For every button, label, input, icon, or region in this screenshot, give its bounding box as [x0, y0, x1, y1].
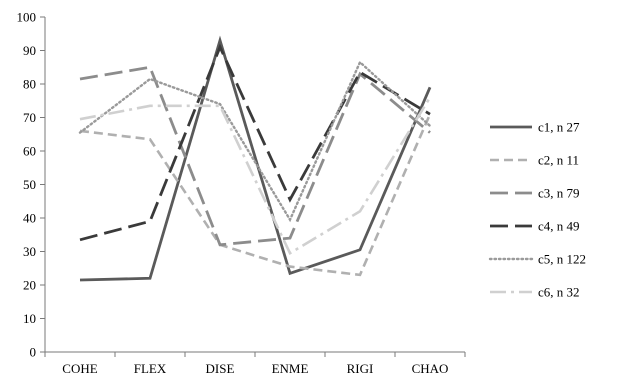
y-tick-label: 80: [23, 77, 36, 92]
y-axis-ticks: 0 10 20 30 40 50 60 70 80 90 100: [17, 10, 45, 360]
y-tick-label: 0: [30, 345, 37, 360]
legend-label: c2, n 11: [538, 153, 579, 168]
y-tick-label: 100: [17, 10, 37, 25]
x-axis-ticks: COHE FLEX DISE ENME RIGI CHAO: [44, 352, 466, 376]
x-tick-label: CHAO: [412, 361, 449, 376]
x-tick-label: FLEX: [134, 361, 167, 376]
legend-label: c6, n 32: [538, 285, 580, 300]
x-tick-label: ENME: [272, 361, 309, 376]
y-tick-label: 90: [23, 43, 36, 58]
series-line-c6: [79, 96, 432, 256]
legend-label: c4, n 49: [538, 219, 580, 234]
y-tick-label: 40: [23, 211, 36, 226]
series-line-c3: [79, 65, 431, 247]
x-tick-label: RIGI: [347, 361, 374, 376]
legend-label: c3, n 79: [538, 186, 580, 201]
y-tick-label: 50: [23, 177, 36, 192]
series-line-c4: [79, 43, 431, 242]
series-lines: [78, 35, 432, 282]
x-tick-label: DISE: [206, 361, 235, 376]
series-line-c5: [78, 60, 432, 223]
y-tick-label: 20: [23, 278, 36, 293]
y-tick-label: 30: [23, 244, 36, 259]
series-line-c1: [79, 35, 432, 282]
series-line-c2: [79, 113, 432, 277]
chart-axes: [44, 17, 465, 353]
y-tick-label: 10: [23, 311, 36, 326]
legend-label: c5, n 122: [538, 252, 586, 267]
legend: c1, n 27 c2, n 11 c3, n 79 c4, n 49 c5, n 12…: [488, 120, 586, 300]
legend-label: c1, n 27: [538, 120, 580, 135]
y-tick-label: 60: [23, 144, 36, 159]
x-tick-label: COHE: [62, 361, 97, 376]
y-tick-label: 70: [23, 110, 36, 125]
